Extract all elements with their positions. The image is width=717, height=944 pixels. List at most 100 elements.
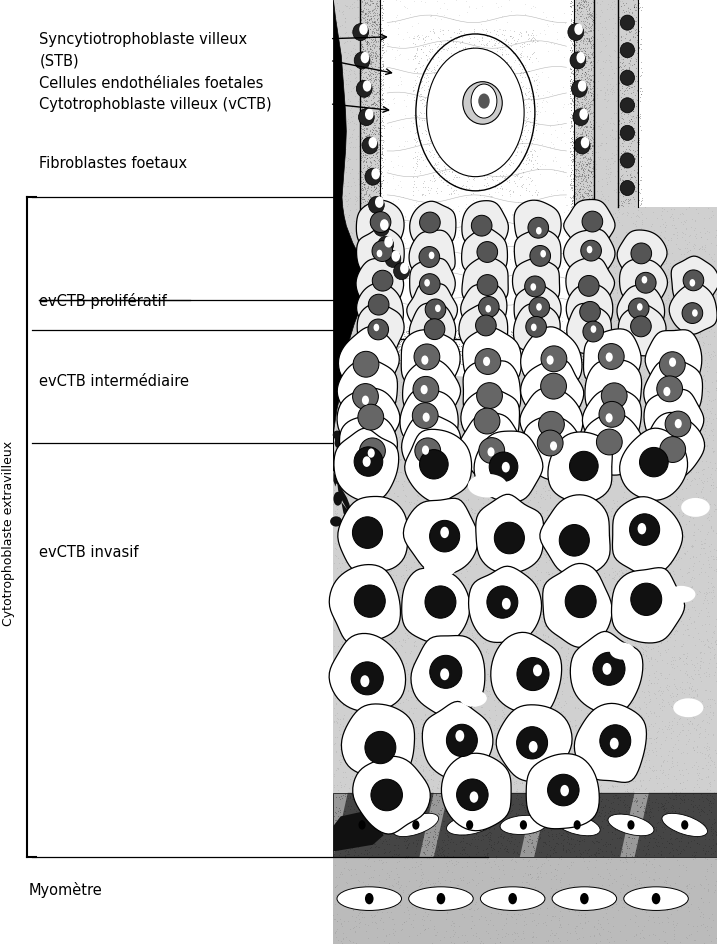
Point — [474, 330, 485, 346]
Point — [636, 1, 647, 16]
Point — [361, 9, 373, 25]
Point — [670, 324, 681, 339]
Point — [535, 791, 546, 806]
Point — [620, 902, 632, 917]
Point — [601, 391, 612, 406]
Point — [370, 228, 381, 244]
Point — [667, 487, 678, 502]
Point — [607, 326, 618, 341]
Point — [680, 223, 692, 238]
Point — [499, 333, 511, 348]
Point — [624, 10, 635, 25]
Point — [425, 32, 437, 47]
Point — [496, 45, 508, 60]
Point — [599, 889, 610, 904]
Point — [352, 238, 364, 253]
Point — [566, 118, 578, 133]
Point — [490, 637, 501, 652]
Point — [690, 722, 702, 737]
Point — [623, 530, 635, 545]
Point — [381, 614, 392, 629]
Point — [462, 735, 473, 750]
Point — [566, 199, 578, 214]
Point — [691, 129, 703, 144]
Point — [374, 825, 386, 840]
Point — [442, 138, 453, 153]
Point — [358, 697, 370, 712]
Point — [431, 714, 442, 729]
Point — [556, 851, 567, 867]
Point — [498, 120, 509, 135]
Point — [360, 335, 371, 350]
Point — [571, 92, 583, 107]
Point — [472, 798, 483, 813]
Point — [475, 816, 486, 831]
Point — [666, 717, 678, 733]
Ellipse shape — [353, 25, 369, 42]
Point — [435, 877, 447, 892]
Point — [567, 177, 579, 193]
Point — [386, 837, 398, 852]
Point — [631, 801, 642, 817]
Ellipse shape — [478, 297, 499, 318]
Point — [475, 218, 486, 233]
Point — [382, 314, 394, 329]
Point — [558, 164, 569, 179]
Point — [361, 36, 373, 51]
Point — [368, 288, 379, 303]
Polygon shape — [534, 793, 635, 857]
Point — [585, 55, 597, 70]
Point — [364, 155, 376, 170]
Point — [607, 146, 618, 161]
Point — [493, 344, 505, 359]
Point — [403, 272, 414, 287]
Point — [452, 187, 464, 202]
Point — [551, 510, 563, 525]
Point — [500, 336, 512, 351]
Point — [630, 286, 642, 301]
Point — [374, 466, 386, 481]
Point — [371, 244, 382, 260]
Point — [635, 593, 646, 608]
Point — [450, 147, 461, 162]
Point — [705, 394, 716, 409]
Point — [613, 185, 625, 200]
Point — [429, 324, 440, 339]
Point — [517, 416, 528, 431]
Point — [383, 555, 394, 570]
Point — [639, 242, 650, 257]
Point — [470, 342, 481, 357]
Point — [566, 485, 578, 500]
Point — [655, 590, 667, 605]
Point — [596, 738, 607, 753]
Point — [367, 25, 379, 40]
Point — [356, 720, 368, 735]
Point — [584, 288, 595, 303]
Point — [445, 328, 456, 343]
Point — [405, 770, 417, 785]
Point — [379, 361, 390, 376]
Point — [509, 334, 521, 349]
Point — [419, 515, 430, 531]
Point — [513, 681, 525, 696]
Point — [389, 395, 400, 410]
Point — [480, 672, 492, 687]
Point — [462, 92, 473, 107]
Point — [568, 299, 579, 314]
Point — [444, 788, 455, 803]
Point — [362, 45, 374, 60]
Point — [640, 581, 651, 596]
Point — [683, 440, 694, 455]
Point — [549, 291, 560, 306]
Point — [646, 289, 657, 304]
Point — [355, 802, 366, 818]
Point — [381, 273, 393, 288]
Circle shape — [652, 893, 660, 904]
Point — [419, 327, 430, 342]
Point — [632, 34, 643, 49]
Point — [447, 565, 459, 580]
Point — [540, 799, 551, 814]
Point — [672, 4, 683, 19]
Point — [386, 458, 397, 473]
Point — [574, 329, 586, 344]
